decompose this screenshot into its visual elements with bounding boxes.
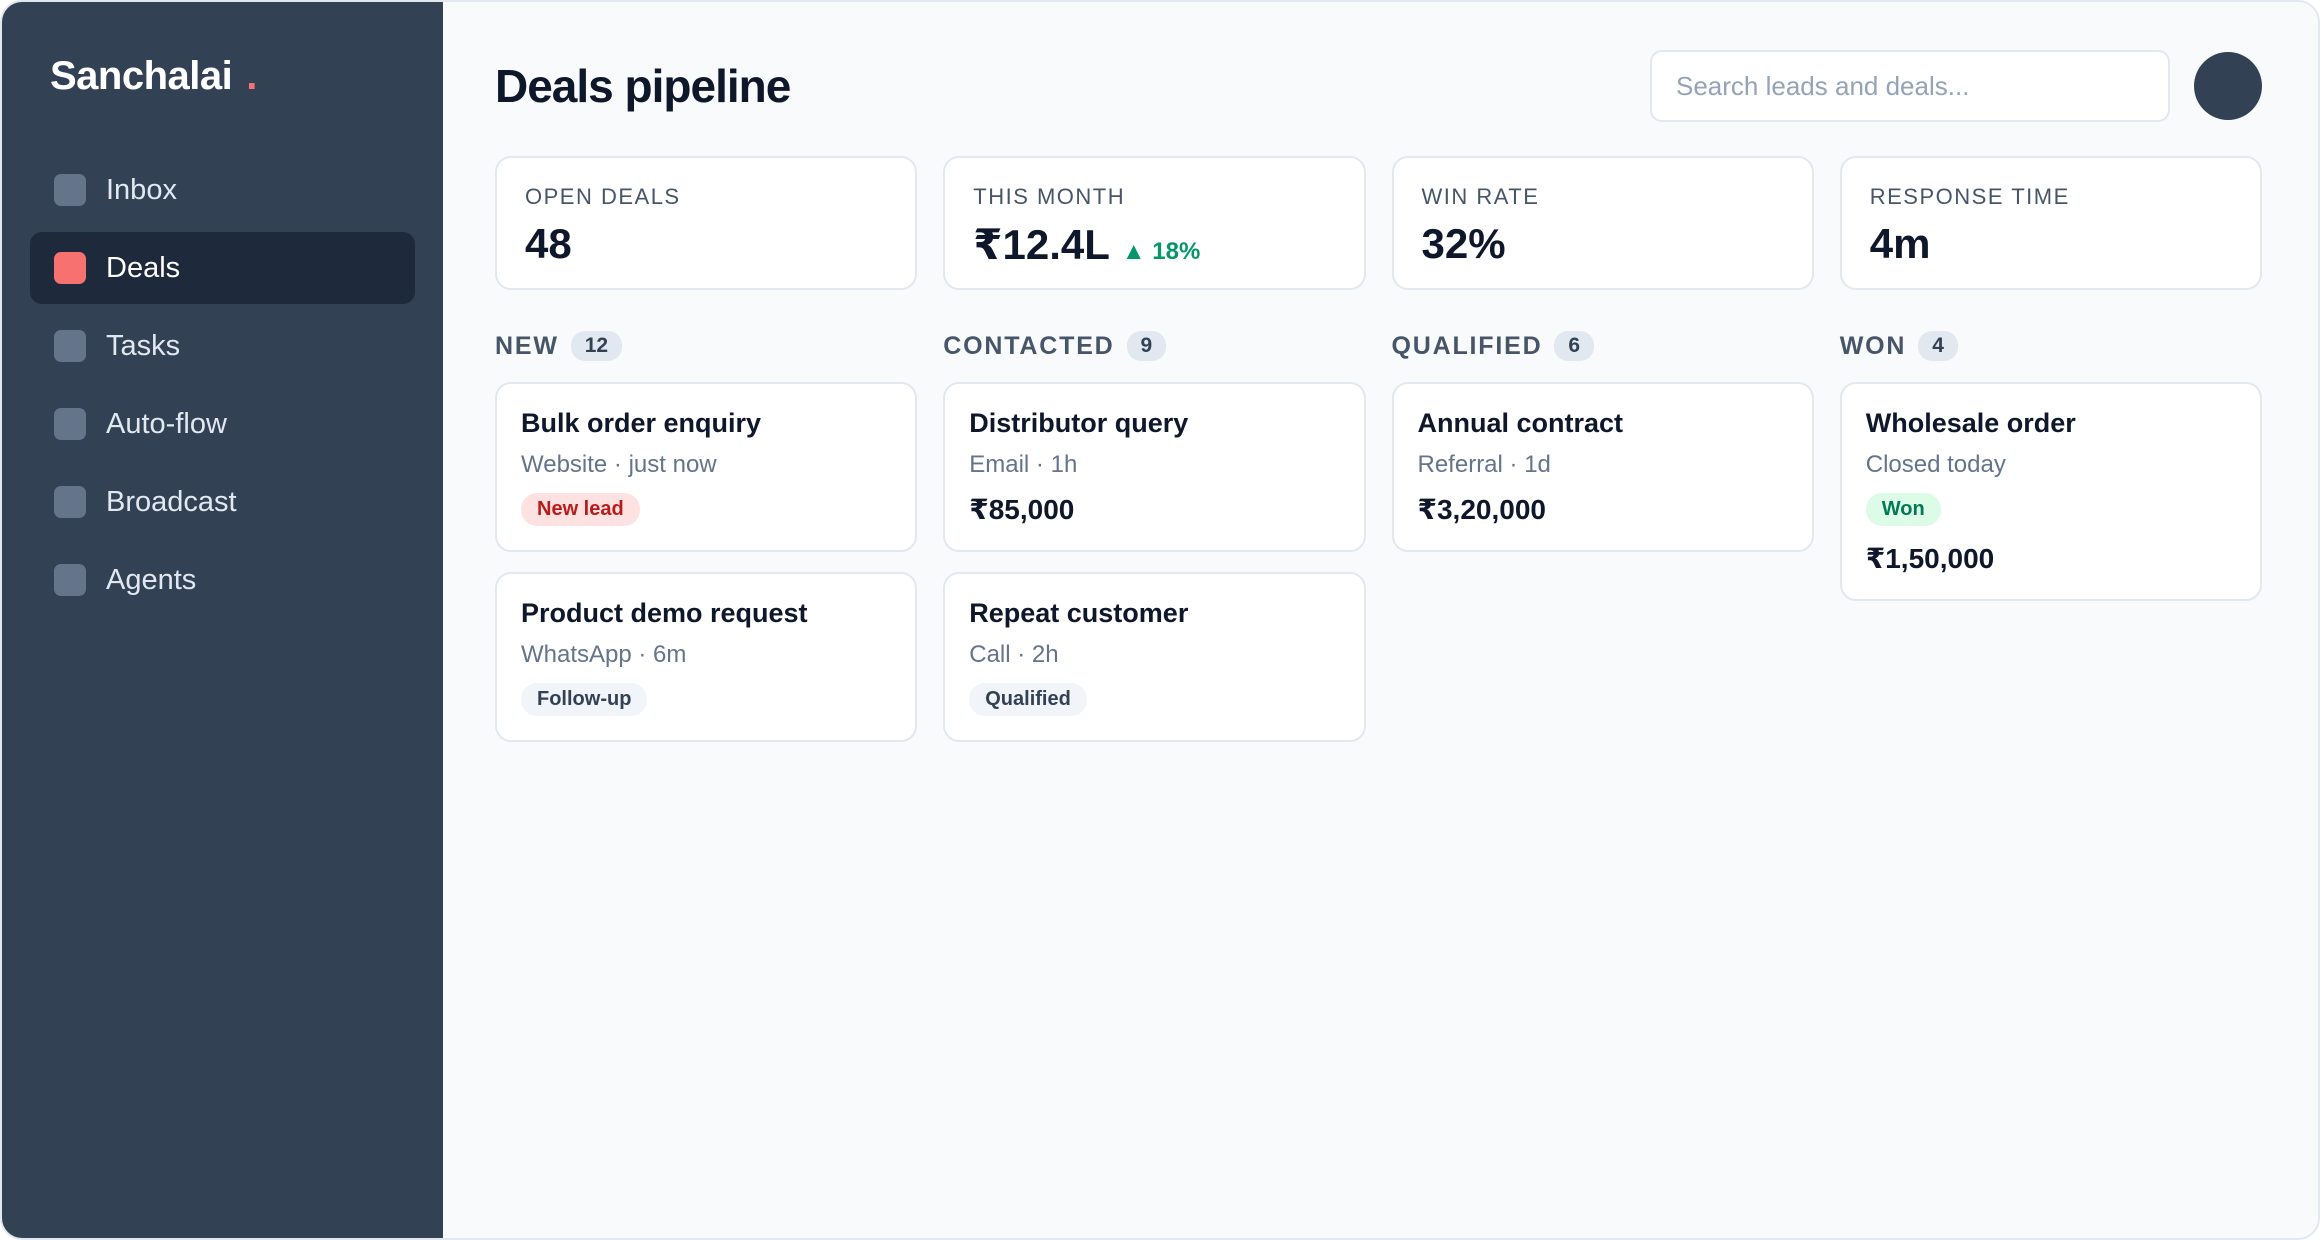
page-title: Deals pipeline [495,60,791,112]
deal-card[interactable]: Bulk order enquiry Website · just now Ne… [495,382,918,552]
brand-name: Sanchalai [50,54,233,98]
column-header: WON 4 [1840,328,2262,364]
deal-amount: ₹1,50,000 [1865,543,1995,574]
main-content: Deals pipeline OPEN DEALS 48 THIS MONTH … [443,2,2318,1238]
sidebar-item-label: Inbox [106,173,177,206]
broadcast-icon [54,486,86,518]
stat-card-response-time: RESPONSE TIME 4m [1839,156,2262,290]
deal-card[interactable]: Product demo request WhatsApp · 6m Follo… [495,572,918,742]
pipeline-column-contacted: CONTACTED 9 Distributor query Email · 1h… [943,328,1366,762]
deal-title: Wholesale order [1865,408,2076,438]
sidebar-item-inbox[interactable]: Inbox [30,154,415,226]
deal-title: Repeat customer [969,598,1189,628]
status-badge: Won [1865,493,1941,526]
topbar-actions [1650,50,2262,122]
sidebar-item-auto-flow[interactable]: Auto-flow [30,388,415,460]
status-badge: Follow-up [521,683,648,716]
sidebar-item-label: Deals [106,251,181,284]
stat-value: 32% [1421,220,1506,267]
sidebar-item-label: Auto-flow [106,407,227,440]
deal-source: Email · 1h [969,451,1078,478]
deal-source: Referral · 1d [1417,451,1551,478]
topbar: Deals pipeline [495,2,2262,156]
sidebar-item-broadcast[interactable]: Broadcast [30,466,415,538]
deal-source: Website · just now [521,451,717,478]
stat-value: 48 [525,220,572,267]
deals-icon [54,252,86,284]
stat-card-this-month: THIS MONTH ₹12.4L ▲ 18% [943,156,1366,290]
pipeline-column-new: NEW 12 Bulk order enquiry Website · just… [495,328,918,762]
column-title: QUALIFIED [1391,331,1543,360]
stat-label: OPEN DEALS [525,184,681,209]
column-header: NEW 12 [495,328,917,364]
deal-amount: ₹3,20,000 [1417,494,1546,525]
column-count-badge: 4 [1918,331,1958,361]
stats-row: OPEN DEALS 48 THIS MONTH ₹12.4L ▲ 18% WI… [495,156,2262,290]
deal-card[interactable]: Annual contract Referral · 1d ₹3,20,000 [1391,382,1814,552]
pipeline-column-qualified: QUALIFIED 6 Annual contract Referral · 1… [1391,328,1814,762]
stat-card-open-deals: OPEN DEALS 48 [495,156,918,290]
agents-icon [54,564,86,596]
sidebar-item-deals[interactable]: Deals [30,232,415,304]
deal-card[interactable]: Repeat customer Call · 2h Qualified [943,572,1366,742]
column-title: WON [1839,331,1907,360]
stat-card-win-rate: WIN RATE 32% [1391,156,1814,290]
sidebar: Sanchalai . Inbox Deals Tasks Auto-flow … [2,2,443,1238]
stat-label: WIN RATE [1421,184,1540,209]
status-badge: New lead [521,493,640,526]
column-count-badge: 12 [570,331,623,361]
column-count-badge: 6 [1554,331,1595,361]
sidebar-item-label: Agents [106,563,197,596]
deal-title: Bulk order enquiry [521,408,762,438]
column-header: CONTACTED 9 [943,328,1365,364]
deal-title: Annual contract [1417,408,1624,438]
sidebar-item-label: Broadcast [106,485,237,518]
column-count-badge: 9 [1126,331,1167,361]
brand-logo: Sanchalai . [30,54,415,104]
stat-value-row: 48 [525,220,887,268]
deal-source: WhatsApp · 6m [521,641,687,668]
stat-delta: ▲ 18% [1121,238,1201,265]
stat-value: ₹12.4L [973,221,1110,268]
deal-source: Closed today [1865,451,2006,478]
stat-label: RESPONSE TIME [1869,184,2070,209]
pipeline-board: NEW 12 Bulk order enquiry Website · just… [495,328,2262,762]
deal-card[interactable]: Wholesale order Closed today Won ₹1,50,0… [1839,382,2262,601]
search-input[interactable] [1650,50,2170,122]
deal-title: Distributor query [969,408,1189,438]
stat-label: THIS MONTH [973,184,1126,209]
sidebar-item-agents[interactable]: Agents [30,544,415,616]
stat-value: 4m [1869,220,1931,267]
tasks-icon [54,330,86,362]
stat-value-row: 32% [1422,220,1784,268]
auto-flow-icon [54,408,86,440]
sidebar-item-label: Tasks [106,329,181,362]
stat-value-row: ₹12.4L ▲ 18% [973,220,1335,269]
stat-value-row: 4m [1870,220,2232,268]
deal-source: Call · 2h [969,641,1059,668]
avatar[interactable] [2194,52,2262,120]
deal-amount: ₹85,000 [969,494,1075,525]
status-badge: Qualified [969,683,1087,716]
deal-title: Product demo request [521,598,808,628]
column-title: CONTACTED [943,331,1115,360]
brand-dot: . [246,54,258,98]
column-header: QUALIFIED 6 [1392,328,1814,364]
deal-card[interactable]: Distributor query Email · 1h ₹85,000 [943,382,1366,552]
pipeline-column-won: WON 4 Wholesale order Closed today Won ₹… [1839,328,2262,762]
inbox-icon [54,174,86,206]
column-title: NEW [495,331,559,360]
sidebar-item-tasks[interactable]: Tasks [30,310,415,382]
